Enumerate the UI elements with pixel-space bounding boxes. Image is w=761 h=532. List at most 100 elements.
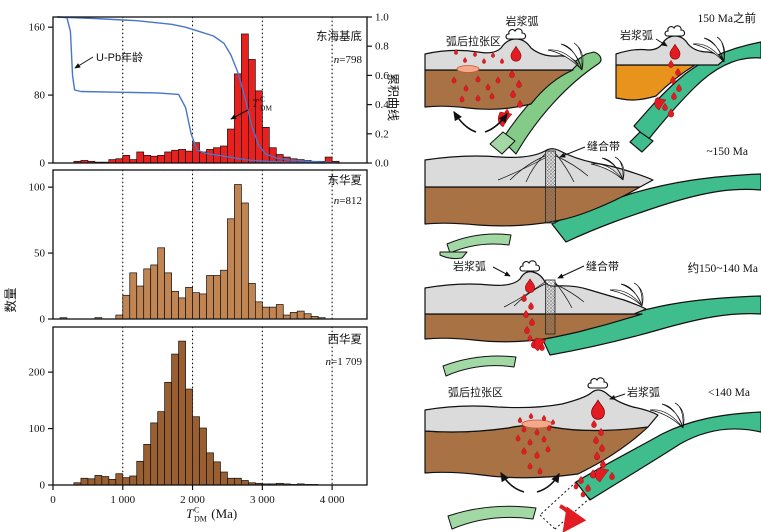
melt-blob-icon: [497, 111, 513, 128]
legend-upb-age: U-Pb年龄: [96, 50, 143, 64]
label-suture: 缝合带: [586, 259, 619, 273]
bar: [129, 272, 138, 320]
label-arrow: [557, 265, 585, 279]
lithosphere-shape: [424, 313, 643, 343]
extension-arrow-right-icon: [536, 472, 560, 493]
panel-title: 西华夏: [328, 332, 363, 346]
label-magmatic-arc: 岩浆弧: [453, 259, 486, 273]
extension-arrow-left-icon: [453, 110, 477, 133]
panel-title: 东华夏: [328, 173, 363, 187]
label-backarc: 弧后拉张区: [448, 385, 503, 399]
panel-frame: [52, 16, 368, 164]
cumulative-curve: [57, 16, 340, 164]
bar: [234, 477, 242, 486]
bar: [164, 272, 172, 320]
bar: [303, 313, 312, 320]
bar: [241, 480, 249, 486]
right-tick-label: 0.2: [375, 128, 389, 140]
bar: [87, 478, 96, 486]
bar: [157, 411, 165, 486]
y-axis-title: 数量: [3, 287, 18, 312]
bar: [185, 150, 193, 164]
histogram-panel-2: 0 100 200 西华夏 n=1 709: [29, 326, 368, 492]
oceanic-slab-icon: [575, 411, 761, 501]
bar: [157, 247, 165, 320]
sample-count: n=812: [334, 195, 362, 207]
lithosphere-shape: [424, 186, 641, 227]
label-arrow: [609, 393, 626, 400]
bar: [171, 353, 179, 486]
bar: [157, 155, 165, 164]
label-magmatic-arc-left: 岩浆弧: [506, 14, 539, 28]
diagram-150ma: 缝合带 ~150 Ma: [424, 131, 761, 254]
tectonic-diagrams: 弧后拉张区 岩浆弧 岩浆弧 150 Ma之前: [424, 11, 761, 532]
y-tick-label: 50: [34, 248, 46, 260]
diagram-title: 150 Ma之前: [698, 11, 756, 25]
y-tick-label: 0: [40, 158, 46, 170]
oceanic-slab-icon: [541, 295, 761, 356]
diagram-title: <140 Ma: [708, 387, 750, 399]
accretionary-wedge-icon: [547, 42, 584, 71]
x-axis-title: TDMC (Ma): [186, 506, 237, 524]
slab-tail-icon: [489, 131, 516, 155]
bar: [80, 477, 89, 486]
magma-lens-icon: [521, 419, 553, 429]
volcano-icon: [519, 260, 541, 272]
bar: [199, 293, 207, 320]
diagram-title: ~150 Ma: [706, 146, 748, 158]
bar: [178, 340, 186, 486]
y-tick-label: 0: [40, 480, 46, 492]
bar: [150, 155, 159, 164]
bar: [164, 381, 172, 486]
suture-zone-icon: [545, 150, 556, 224]
bar: [220, 145, 228, 164]
x-tick-label: 0: [50, 494, 56, 506]
thrust-lines-icon: [497, 153, 589, 183]
sample-count: n=1 709: [326, 356, 363, 368]
bar: [234, 184, 242, 320]
bar: [289, 312, 298, 320]
panel-title: 东海基底: [316, 29, 362, 43]
diagram-150-140ma: 岩浆弧 缝合带 约150~140 Ma: [424, 251, 761, 377]
bar: [150, 422, 159, 486]
y-tick-label: 160: [29, 22, 46, 34]
slab-tail-icon: [629, 131, 654, 153]
bar: [150, 264, 159, 320]
panel-frame: [52, 169, 368, 320]
x-tick-label: 1 000: [110, 494, 135, 506]
legend-tdm: TDMC: [252, 95, 272, 113]
bar: [122, 155, 131, 164]
right-tick-label: 0.0: [375, 158, 389, 170]
detached-slab-fragment-icon: [442, 355, 517, 377]
x-tick-label: 3 000: [250, 494, 275, 506]
y-tick-label: 0: [40, 314, 46, 326]
histogram-charts: 0 80 160 0.0 0.2 0.4 0.6 0.8 1.0 东海基底 n=798 0 50 100 东…: [3, 12, 400, 524]
histogram-bars: [59, 184, 326, 320]
bar: [185, 388, 193, 486]
bar: [129, 475, 138, 486]
label-arrow: [492, 266, 511, 277]
bar: [101, 476, 110, 486]
bar: [206, 275, 214, 320]
bar: [122, 477, 131, 486]
bar: [94, 475, 103, 486]
bar: [275, 304, 284, 320]
diagram-after-140ma: 弧后拉张区 岩浆弧 <140 Ma: [424, 377, 761, 532]
bar: [248, 59, 256, 164]
bar: [248, 283, 256, 320]
detached-slab-fragment-icon: [446, 233, 512, 254]
right-tick-label: 0.4: [375, 99, 389, 111]
bar: [136, 151, 145, 164]
melt-blob-icon: [654, 97, 667, 111]
y-tick-label: 100: [29, 423, 46, 435]
bar: [268, 306, 277, 320]
extension-arrow-right-icon: [484, 112, 508, 133]
bar: [192, 142, 200, 164]
label-suture: 缝合带: [587, 139, 620, 153]
bar: [171, 149, 179, 164]
label-arrow: [559, 146, 586, 158]
x-tick-label: 4 000: [320, 494, 345, 506]
bar: [213, 275, 221, 320]
